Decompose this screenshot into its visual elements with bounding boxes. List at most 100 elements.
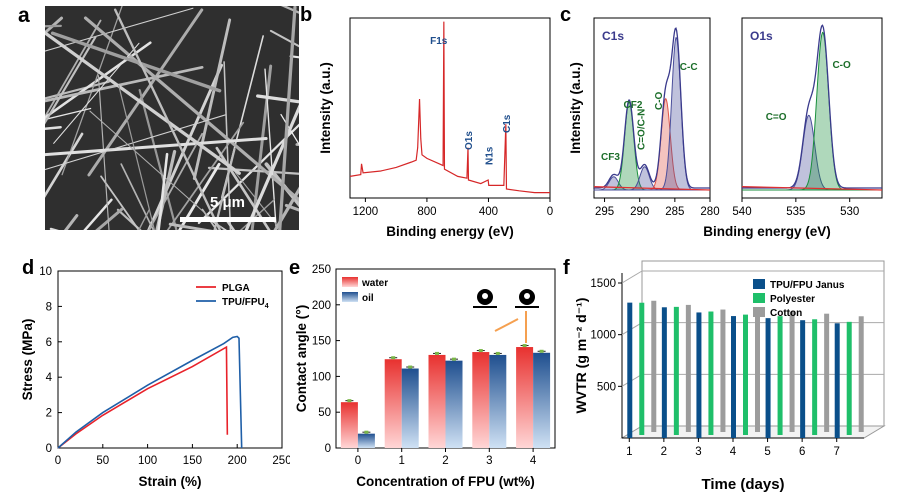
bar-TPU/FPU Janus (627, 302, 633, 438)
component-peak (594, 37, 710, 191)
x-tick-label: 0 (355, 455, 361, 467)
fiber (138, 88, 178, 230)
peak-label-O1s: O1s (464, 131, 475, 150)
x-tick-label: 250 (272, 455, 290, 467)
envelope-line (593, 27, 710, 189)
x-tick-label: 295 (595, 206, 614, 218)
fiber (157, 152, 169, 230)
fiber (83, 16, 299, 202)
x-tick-label: 4 (730, 446, 737, 458)
x-tick-label: 150 (183, 455, 202, 467)
bar-Polyester (639, 302, 645, 435)
legend-label: oil (362, 293, 374, 304)
x-tick-label: 200 (228, 455, 247, 467)
x-axis-title: Binding energy (eV) (703, 224, 831, 239)
baseline-line (593, 186, 711, 191)
bar-Polyester (673, 306, 679, 435)
legend-swatch (753, 307, 765, 317)
x-tick-label: 3 (486, 455, 492, 467)
legend-label: Polyester (770, 294, 815, 305)
x-tick-label: 50 (96, 455, 109, 467)
fiber (192, 18, 232, 181)
y-tick-label: 500 (597, 381, 616, 393)
x-tick-label: 3 (695, 446, 701, 458)
panel-e-chart: 0 50 100 150 200 250 0 1 2 3 4 water oil Concentratio… (294, 264, 556, 489)
panel-a: a 5 μm (0, 0, 300, 245)
x-tick-label: 280 (700, 206, 719, 218)
subplot-title: O1s (750, 29, 773, 43)
fiber (213, 147, 236, 230)
x-axis-title: Concentration of FPU (wt%) (356, 474, 535, 489)
fiber (178, 162, 221, 230)
legend-label: water (361, 278, 388, 289)
fiber (201, 208, 218, 230)
x-tick-label: 1200 (353, 206, 379, 218)
panel-d-chart: 0 50 100 150 200 250 0 2 4 6 8 10 PLGA TPU/FPU4 Strain… (20, 266, 290, 489)
legend-swatch (753, 279, 765, 289)
fiber (45, 41, 152, 120)
fiber (53, 42, 140, 144)
y-tick-label: 0 (325, 443, 331, 455)
bar-Polyester (777, 316, 783, 435)
bar-Polyester (708, 311, 714, 435)
scale-bar (180, 217, 276, 222)
y-axis-title: Contact angle (°) (294, 305, 309, 412)
bar-Cotton (720, 309, 726, 432)
panel-f-chart: 500 1000 1500 1 2 3 4 5 6 7 TPU/FPU Janus Polyester… (573, 260, 886, 493)
y-axis-title: Intensity (a.u.) (318, 62, 333, 154)
x-tick-label: 6 (799, 446, 805, 458)
y-tick-label: 100 (312, 371, 331, 383)
peak-label-C-C: C-C (680, 62, 698, 73)
fiber (113, 8, 222, 230)
panel-a-letter: a (18, 4, 30, 27)
fiber (61, 6, 123, 176)
y-tick-label: 1500 (590, 278, 616, 290)
error-cap (391, 356, 396, 360)
fiber (280, 6, 299, 14)
peak-label-CF3: CF3 (601, 152, 620, 163)
y-tick-label: 0 (46, 443, 52, 455)
bar-water (340, 402, 358, 448)
fiber (120, 163, 155, 230)
bar-Polyester (812, 319, 818, 435)
error-cap (452, 357, 456, 361)
x-tick-label: 530 (840, 206, 859, 218)
bar-TPU/FPU Janus (661, 307, 667, 438)
y-axis-title: Intensity (a.u.) (568, 62, 583, 154)
y-axis-title: WVTR (g m⁻² d⁻¹) (573, 298, 589, 414)
fiber (269, 29, 299, 48)
y-tick-label: 4 (46, 372, 53, 384)
error-cap (478, 349, 483, 353)
peak-label-F1s: F1s (430, 36, 448, 47)
x-axis-title: Binding energy (eV) (386, 224, 514, 239)
fiber (45, 30, 241, 175)
grid-line (621, 270, 643, 284)
fiber (118, 84, 156, 230)
y-tick-label: 50 (318, 407, 331, 419)
x-tick-label: 0 (55, 455, 61, 467)
series-line-PLGA (57, 345, 229, 449)
panel-b-chart: 1200 800 400 0 F1s O1s N1s C1s Binding energy (e… (318, 17, 553, 239)
error-cap (364, 430, 369, 434)
bar-Cotton (789, 311, 795, 432)
legend-label: TPU/FPU Janus (770, 280, 845, 291)
plot-frame (57, 270, 283, 449)
component-peak (742, 31, 882, 191)
bar-Cotton (651, 300, 657, 432)
x-tick-label: 290 (630, 206, 649, 218)
legend-swatch (342, 277, 358, 287)
bar-oil (533, 352, 551, 448)
y-tick-label: 200 (312, 300, 331, 312)
bar-TPU/FPU Janus (765, 318, 771, 438)
bar-oil (401, 368, 419, 448)
plot-frame-c-O1s (741, 17, 883, 199)
x-tick-label: 5 (764, 446, 770, 458)
baseline-line (741, 186, 883, 191)
bar-water (516, 347, 534, 448)
bar-Cotton (685, 304, 691, 432)
peak-label-C-O: C-O (654, 91, 665, 110)
x-tick-label: 2 (442, 455, 448, 467)
peak-label-C=O: C=O (766, 112, 787, 123)
x-tick-label: 540 (732, 206, 751, 218)
